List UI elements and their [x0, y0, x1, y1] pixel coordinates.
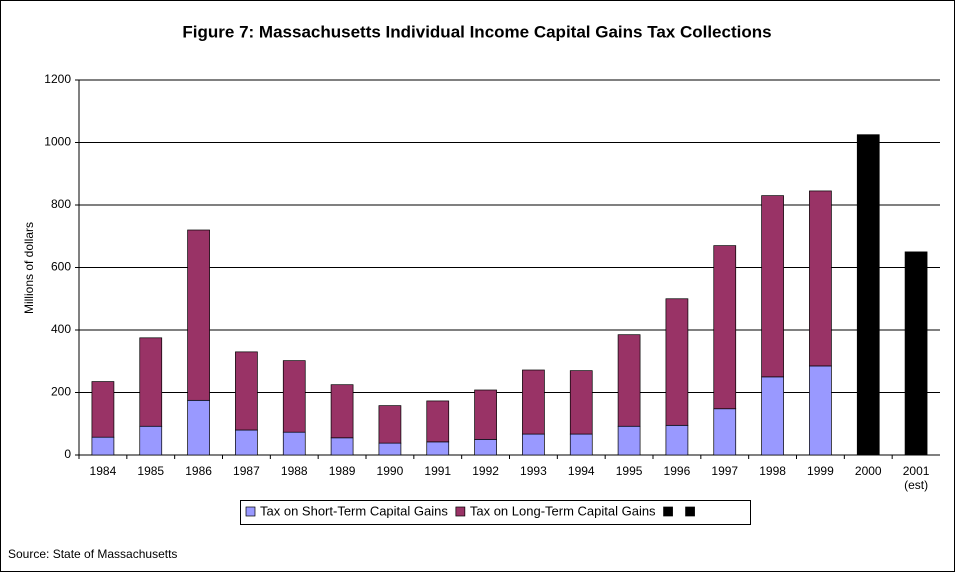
- x-tick-label: 1986: [185, 464, 212, 478]
- x-tick-label: 1999: [807, 464, 834, 478]
- bar-segment: [809, 190, 832, 367]
- y-tick-label: 1200: [44, 72, 71, 86]
- bar-segment: [761, 195, 784, 378]
- y-tick-label: 800: [51, 197, 71, 211]
- legend-swatch: [455, 506, 466, 517]
- chart-title: Figure 7: Massachusetts Individual Incom…: [182, 22, 771, 41]
- legend-swatch: [663, 506, 673, 517]
- bar-segment: [187, 229, 210, 401]
- bar-segment: [282, 431, 306, 456]
- x-tick-label: 1984: [89, 464, 117, 478]
- bar-segment: [569, 370, 593, 435]
- legend-swatch: [245, 506, 256, 517]
- bar-segment: [713, 245, 737, 410]
- bar-segment: [809, 365, 832, 456]
- x-tick-label: 1987: [233, 464, 260, 478]
- bar-segment: [139, 425, 163, 456]
- x-tick-label: 1995: [615, 464, 643, 478]
- x-tick-label: 1990: [376, 464, 404, 478]
- bar-segment: [713, 408, 737, 456]
- x-tick-label: 1993: [520, 464, 547, 478]
- x-tick-label: 1994: [567, 464, 595, 478]
- y-tick-label: 0: [64, 447, 71, 461]
- x-tick-label: 1988: [280, 464, 308, 478]
- bar-segment: [665, 424, 689, 456]
- bar-segment: [378, 405, 402, 444]
- bar-segment: [522, 369, 545, 435]
- legend-label: Tax on Short-Term Capital Gains: [260, 503, 448, 518]
- x-tick-label: 1985: [137, 464, 165, 478]
- legend-swatch: [685, 506, 695, 517]
- x-tick-label: 2000: [854, 464, 882, 478]
- x-tick-label: 1997: [711, 464, 739, 478]
- x-tick-label: 1992: [472, 464, 499, 478]
- bar-segment: [426, 441, 450, 456]
- x-tick-label: 1996: [663, 464, 691, 478]
- bar-segment: [139, 337, 163, 427]
- bar-segment: [904, 251, 928, 456]
- bar-segment: [665, 298, 689, 426]
- bar-segment: [91, 381, 115, 438]
- legend-label: Tax on Long-Term Capital Gains: [470, 503, 656, 518]
- bar-segment: [235, 351, 258, 431]
- bar-segment: [761, 376, 784, 456]
- bar-segment: [330, 437, 354, 456]
- bar-segment: [474, 439, 497, 456]
- bar-segment: [91, 436, 115, 456]
- bar-segment: [474, 389, 497, 440]
- bar-segment: [522, 433, 545, 456]
- x-tick-label: 1998: [759, 464, 786, 478]
- bar-segment: [235, 429, 258, 456]
- x-tick-label: 1989: [328, 464, 356, 478]
- bar-segment: [282, 360, 306, 433]
- bar-segment: [617, 425, 641, 456]
- bar-segment: [856, 134, 880, 456]
- y-tick-label: 1000: [44, 135, 71, 149]
- y-tick-label: 400: [51, 322, 71, 336]
- y-tick-label: 600: [51, 260, 71, 274]
- x-tick-label: 1991: [424, 464, 452, 478]
- source: Source: State of Massachusetts: [8, 547, 177, 561]
- y-tick-label: 200: [51, 385, 71, 399]
- y-axis-label: Millions of dollars: [22, 222, 36, 314]
- bar-segment: [617, 334, 641, 427]
- bar-segment: [426, 400, 450, 443]
- bar-segment: [187, 399, 210, 456]
- bar-segment: [569, 433, 593, 456]
- bar-segment: [330, 384, 354, 439]
- x-tick-label: 2001 (est): [902, 464, 930, 492]
- bar-segment: [378, 442, 402, 456]
